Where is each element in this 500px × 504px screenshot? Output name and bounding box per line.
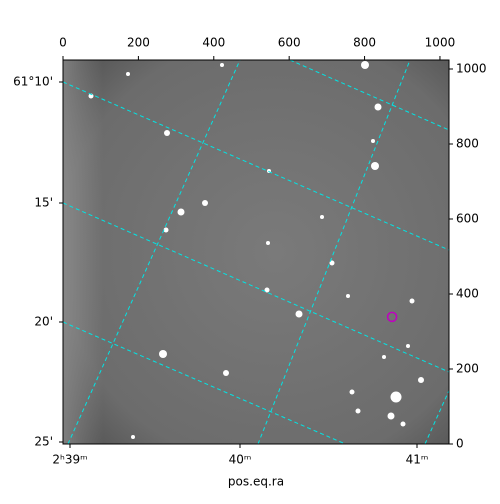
y-tick-label: 400 (456, 287, 479, 301)
dec-label: 20' (34, 315, 53, 329)
x-tick-label: 200 (127, 36, 150, 50)
source-marker (386, 311, 398, 323)
dec-grid-line (63, 321, 347, 444)
y-tick-label: 200 (456, 362, 479, 376)
dec-grid-line (63, 202, 449, 373)
stars (88, 61, 424, 439)
ra-grid-line (424, 389, 449, 444)
x-tick-label: 0 (59, 36, 67, 50)
ra-label: 2ʰ39ᵐ (52, 453, 87, 467)
dec-label: 25' (34, 435, 53, 449)
ra-grid-line (67, 60, 241, 444)
y-tick-label: 600 (456, 212, 479, 226)
ra-label: 41ᵐ (406, 453, 429, 467)
dec-label: 15' (34, 196, 53, 210)
ra-label: 40ᵐ (229, 453, 252, 467)
x-tick-label: 800 (353, 36, 376, 50)
dec-label: 61°10' (13, 75, 53, 89)
y-tick-label: 1000 (456, 62, 487, 76)
x-tick-label: 400 (202, 36, 225, 50)
x-tick-label: 600 (278, 36, 301, 50)
x-axis-label: pos.eq.ra (228, 475, 284, 489)
plot-frame (62, 59, 450, 445)
dec-grid-line (289, 60, 449, 131)
ra-grid-line (257, 60, 411, 444)
x-tick-label: 1000 (425, 36, 456, 50)
sky-image (63, 60, 449, 444)
coordinate-grid (63, 60, 449, 444)
dec-grid-line (63, 81, 449, 251)
y-tick-label: 800 (456, 137, 479, 151)
y-tick-label: 0 (456, 437, 464, 451)
